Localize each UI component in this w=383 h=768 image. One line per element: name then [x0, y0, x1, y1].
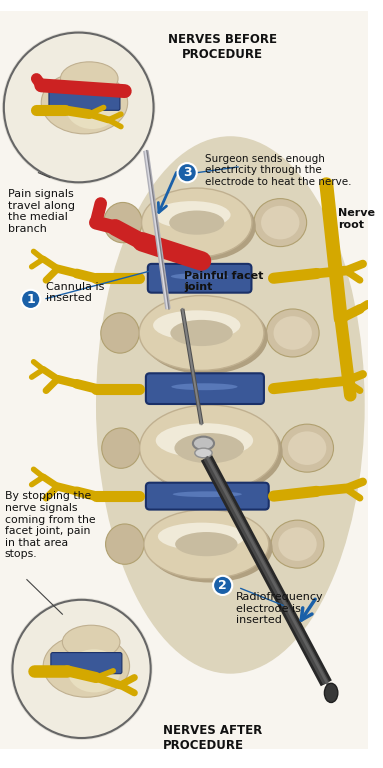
FancyBboxPatch shape [148, 264, 252, 293]
Ellipse shape [170, 320, 233, 346]
Text: NERVES BEFORE
PROCEDURE: NERVES BEFORE PROCEDURE [168, 32, 277, 61]
Ellipse shape [156, 423, 253, 458]
Ellipse shape [174, 433, 244, 463]
Ellipse shape [158, 523, 245, 550]
Ellipse shape [171, 273, 228, 280]
Ellipse shape [148, 514, 273, 582]
Ellipse shape [96, 136, 365, 674]
Ellipse shape [104, 203, 142, 243]
Ellipse shape [254, 199, 307, 247]
Circle shape [11, 598, 152, 740]
Ellipse shape [43, 635, 129, 697]
Ellipse shape [146, 192, 256, 261]
Ellipse shape [266, 309, 319, 357]
Circle shape [13, 600, 151, 738]
FancyBboxPatch shape [51, 653, 122, 674]
Ellipse shape [193, 437, 214, 450]
Ellipse shape [140, 405, 279, 492]
Ellipse shape [142, 188, 252, 257]
Circle shape [178, 163, 197, 182]
Ellipse shape [273, 316, 312, 349]
Ellipse shape [62, 625, 120, 659]
Text: 1: 1 [26, 293, 35, 306]
Text: NERVES AFTER
PROCEDURE: NERVES AFTER PROCEDURE [163, 723, 262, 752]
Ellipse shape [153, 310, 241, 340]
Ellipse shape [139, 296, 264, 370]
Ellipse shape [153, 201, 231, 229]
Ellipse shape [61, 62, 118, 95]
Ellipse shape [278, 528, 317, 561]
Ellipse shape [195, 449, 212, 458]
FancyBboxPatch shape [146, 483, 269, 510]
FancyBboxPatch shape [146, 373, 264, 404]
Text: By stopping the
nerve signals
coming from the
facet joint, pain
in that area
sto: By stopping the nerve signals coming fro… [5, 492, 95, 559]
Circle shape [2, 31, 155, 184]
Ellipse shape [106, 524, 144, 564]
Ellipse shape [288, 432, 326, 465]
Text: Cannula is
inserted: Cannula is inserted [46, 282, 105, 303]
Circle shape [213, 576, 232, 595]
Ellipse shape [271, 520, 324, 568]
Ellipse shape [171, 383, 237, 390]
Ellipse shape [41, 71, 128, 134]
Ellipse shape [68, 649, 120, 693]
Text: 3: 3 [183, 166, 192, 179]
Circle shape [4, 32, 154, 182]
Ellipse shape [324, 684, 338, 703]
Text: Surgeon sends enough
electricity through the
electrode to heat the nerve.: Surgeon sends enough electricity through… [205, 154, 352, 187]
Ellipse shape [175, 532, 237, 556]
Ellipse shape [143, 300, 268, 374]
Text: Nerve
root: Nerve root [338, 208, 375, 230]
Text: Painful facet
joint: Painful facet joint [184, 270, 264, 292]
Ellipse shape [101, 313, 139, 353]
Ellipse shape [169, 210, 224, 235]
Text: 2: 2 [218, 579, 227, 592]
Ellipse shape [102, 428, 140, 468]
FancyBboxPatch shape [49, 89, 120, 111]
Ellipse shape [66, 86, 118, 129]
Ellipse shape [281, 424, 334, 472]
Ellipse shape [144, 409, 283, 495]
Text: Pain signals
travel along
the medial
branch: Pain signals travel along the medial bra… [8, 189, 75, 233]
Ellipse shape [261, 206, 300, 240]
Ellipse shape [173, 492, 242, 497]
Circle shape [21, 290, 40, 309]
Ellipse shape [144, 510, 269, 578]
Text: Radiofrequency
electrode is
inserted: Radiofrequency electrode is inserted [236, 592, 324, 625]
